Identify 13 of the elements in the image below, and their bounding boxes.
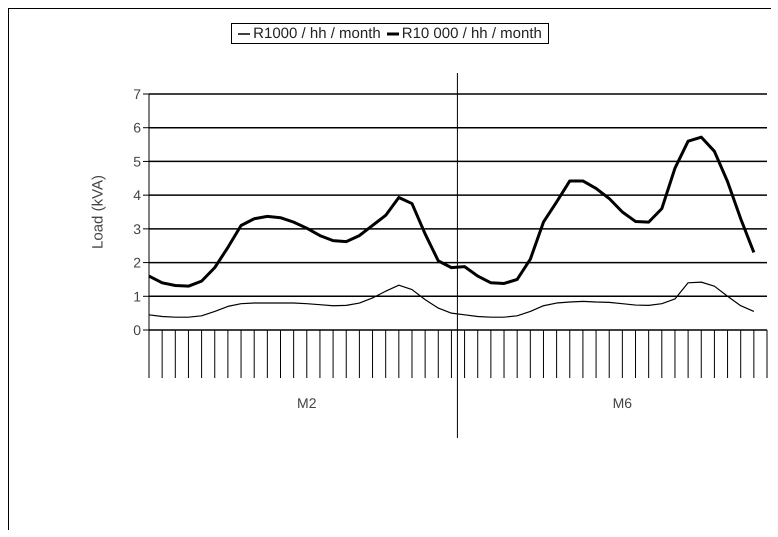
y-tick-label: 6 (133, 120, 142, 136)
y-axis-title: Load (kVA) (89, 175, 106, 249)
x-tick-label: M6 (612, 395, 632, 411)
y-tick-label: 0 (133, 322, 142, 338)
legend-label: R1000 / hh / month (253, 25, 381, 42)
y-tick-label: 2 (133, 254, 142, 271)
y-tick-label: 5 (133, 153, 142, 170)
x-tick-label: M2 (297, 395, 317, 411)
y-tick-label: 3 (133, 220, 142, 237)
y-tick-label: 4 (133, 187, 142, 204)
y-tick-label: 1 (133, 288, 142, 304)
legend-label: R10 000 / hh / month (402, 25, 542, 42)
y-tick-label: 7 (133, 86, 142, 102)
